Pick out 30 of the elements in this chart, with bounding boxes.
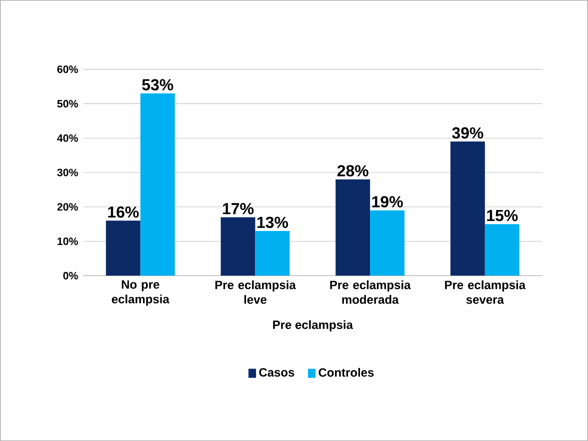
x-tick-label: Pre eclampsia leve [215,280,296,304]
y-tick-label: 0% [63,272,78,280]
bar [140,93,175,276]
y-tick-label: 60% [57,65,78,73]
bar [220,217,256,276]
data-label: 13% [257,216,288,228]
bar [450,141,485,276]
bar [106,220,140,276]
legend-label: Controles [318,368,374,377]
data-label: 17% [223,202,254,214]
bar [484,224,520,276]
x-axis-title: Pre eclampsia [273,320,354,332]
data-label: 15% [487,210,518,222]
y-tick-label: 30% [57,168,78,176]
x-tick-label: Pre eclampsia moderada [330,280,411,304]
y-tick-label: 10% [58,237,78,245]
data-label: 53% [142,79,174,90]
bar [336,179,370,276]
y-tick-label: 20% [57,203,78,211]
x-tick-label: No pre eclampsia [112,280,170,306]
data-label: 28% [337,165,368,176]
data-label: 16% [108,206,139,218]
bar [370,210,405,276]
x-tick-label: Pre eclampsia severa [445,280,526,304]
data-label: 19% [372,196,403,208]
data-label: 39% [452,127,484,139]
y-tick-label: 40% [57,134,78,142]
y-tick-label: 50% [57,100,78,108]
bar [255,230,290,276]
legend-label: Casos [259,368,294,377]
